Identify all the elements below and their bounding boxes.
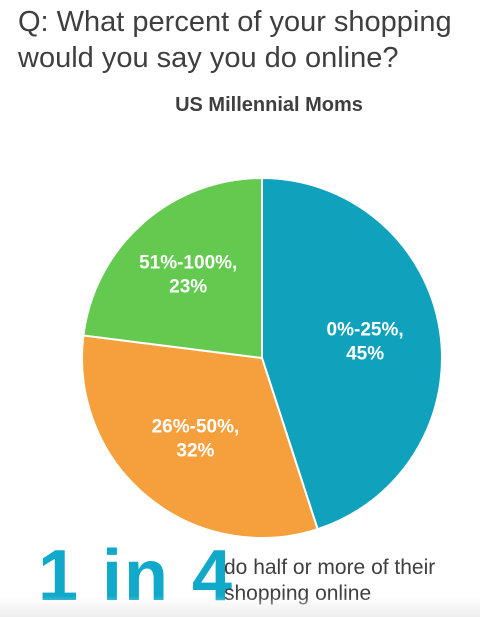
question-title: Q: What percent of your shopping would y… (18, 6, 452, 74)
pie-slice-2 (81, 334, 319, 539)
pie-slice-label-1: 0%-25%, 45% (327, 320, 404, 365)
pie-slice-3 (82, 176, 263, 360)
pie-slice-1 (261, 176, 443, 531)
pie-slice-label-3: 51%-100%, 23% (139, 252, 237, 297)
bottom-fade (0, 596, 480, 617)
pie-slice-label-2: 26%-50%, 32% (152, 416, 240, 461)
chart-title: US Millennial Moms (175, 94, 363, 116)
